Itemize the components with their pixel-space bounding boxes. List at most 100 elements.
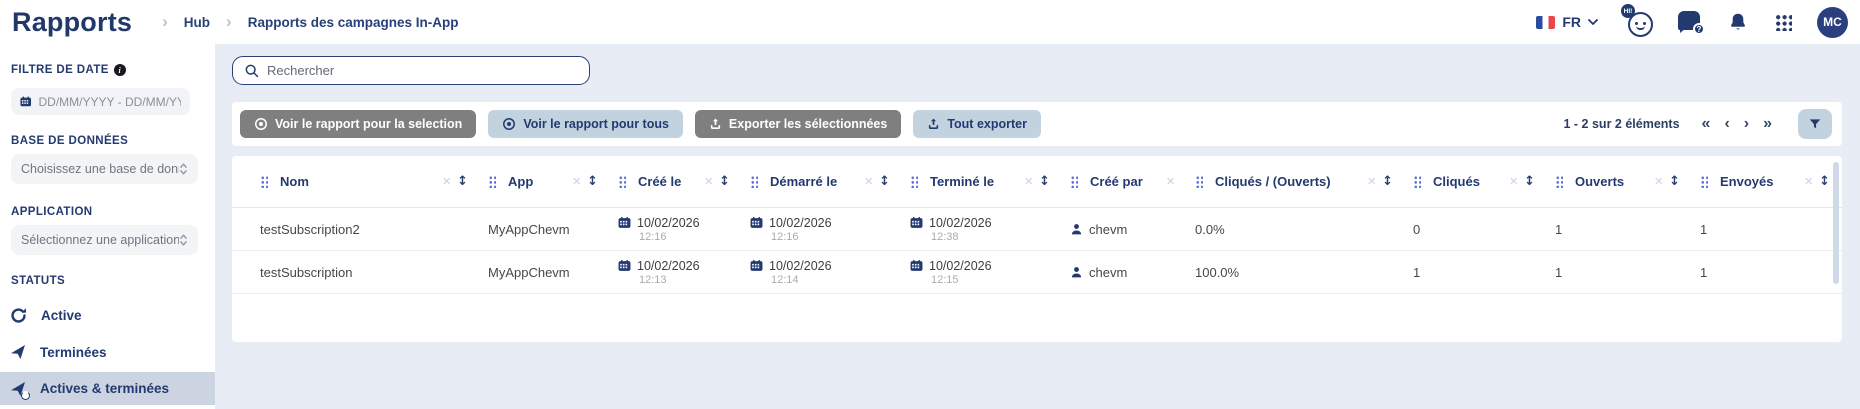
breadcrumb-separator: › bbox=[162, 12, 168, 31]
database-label-text: BASE DE DONNÉES bbox=[11, 135, 129, 147]
drag-handle-icon[interactable] bbox=[1555, 175, 1563, 188]
time-value: 12:13 bbox=[639, 273, 667, 286]
remove-column-icon[interactable]: × bbox=[1024, 173, 1034, 190]
column-header-envoyes[interactable]: Envoyés × ↕ bbox=[1692, 174, 1842, 189]
cell-ouverts: 1 bbox=[1555, 264, 1563, 280]
sort-icon[interactable]: ↕ bbox=[879, 174, 890, 189]
table-row[interactable]: testSubscription MyAppChevm 10/02/2026 1… bbox=[232, 251, 1842, 294]
column-label: Nom bbox=[280, 174, 309, 189]
bell-icon[interactable] bbox=[1727, 11, 1749, 34]
status-label-text: STATUTS bbox=[11, 275, 66, 287]
column-header-cliques[interactable]: Cliqués × ↕ bbox=[1405, 174, 1547, 189]
sidebar-item-terminees[interactable]: Terminées bbox=[0, 334, 215, 370]
page-title: Rapports bbox=[12, 6, 133, 37]
calendar-icon bbox=[618, 259, 631, 271]
avatar[interactable]: MC bbox=[1817, 6, 1848, 38]
database-label: BASE DE DONNÉES bbox=[11, 135, 128, 147]
column-header-cliques-ouverts[interactable]: Cliqués / (Ouverts) × ↕ bbox=[1187, 174, 1405, 189]
date-range-input[interactable] bbox=[38, 94, 181, 109]
sidebar-item-actives-et-terminees[interactable]: Actives & terminées bbox=[0, 372, 215, 405]
view-report-all-button[interactable]: Voir le rapport pour tous bbox=[488, 110, 683, 138]
application-select[interactable]: Sélectionnez une application bbox=[11, 225, 198, 255]
calendar-icon bbox=[20, 96, 32, 107]
remove-column-icon[interactable]: × bbox=[572, 173, 582, 190]
column-header-cree-par[interactable]: Créé par × bbox=[1062, 174, 1187, 189]
first-page-button[interactable]: « bbox=[1701, 115, 1711, 132]
calendar-icon bbox=[750, 216, 763, 228]
eye-icon bbox=[254, 117, 268, 131]
sort-icon[interactable]: ↕ bbox=[1669, 174, 1680, 189]
column-header-termine-le[interactable]: Terminé le × ↕ bbox=[902, 174, 1062, 189]
application-select-value: Sélectionnez une application bbox=[21, 233, 179, 247]
remove-column-icon[interactable]: × bbox=[1804, 173, 1814, 190]
last-page-button[interactable]: » bbox=[1763, 115, 1772, 132]
drag-handle-icon[interactable] bbox=[488, 175, 496, 188]
search-input[interactable] bbox=[267, 63, 578, 78]
pagination: 1 - 2 sur 2 éléments « ‹ › » bbox=[1564, 109, 1832, 139]
sort-icon[interactable]: ↕ bbox=[1524, 174, 1535, 189]
previous-page-button[interactable]: ‹ bbox=[1724, 115, 1730, 132]
drag-handle-icon[interactable] bbox=[750, 175, 758, 188]
drag-handle-icon[interactable] bbox=[1195, 175, 1203, 188]
campaigns-table: Nom × ↕ App × ↕ Créé le × ↕ Démarré le ×… bbox=[232, 156, 1842, 342]
remove-column-icon[interactable]: × bbox=[1166, 173, 1175, 190]
remove-column-icon[interactable]: × bbox=[1509, 173, 1519, 190]
remove-column-icon[interactable]: × bbox=[442, 173, 452, 190]
time-value: 12:16 bbox=[639, 230, 667, 243]
calendar-icon bbox=[910, 259, 923, 271]
drag-handle-icon[interactable] bbox=[1070, 175, 1078, 188]
column-header-cree-le[interactable]: Créé le × ↕ bbox=[610, 174, 742, 189]
help-chat-icon[interactable]: ? bbox=[1678, 11, 1705, 35]
send-icon bbox=[11, 345, 25, 359]
next-page-button[interactable]: › bbox=[1743, 115, 1750, 132]
sort-icon[interactable]: ↕ bbox=[1819, 174, 1830, 189]
table-header-row: Nom × ↕ App × ↕ Créé le × ↕ Démarré le ×… bbox=[232, 156, 1842, 208]
export-selected-button[interactable]: Exporter les sélectionnées bbox=[694, 110, 902, 138]
date-value: 10/02/2026 bbox=[637, 258, 700, 273]
column-header-app[interactable]: App × ↕ bbox=[480, 174, 610, 189]
cell-cree-par: chevm bbox=[1062, 222, 1187, 237]
language-selector[interactable]: FR bbox=[1536, 14, 1598, 30]
filter-funnel-icon bbox=[1809, 119, 1821, 129]
drag-handle-icon[interactable] bbox=[1700, 175, 1708, 188]
cell-termine-le: 10/02/2026 12:15 bbox=[902, 259, 1062, 286]
column-header-demarre-le[interactable]: Démarré le × ↕ bbox=[742, 174, 902, 189]
remove-column-icon[interactable]: × bbox=[1654, 173, 1664, 190]
sort-icon[interactable]: ↕ bbox=[719, 174, 730, 189]
view-report-selection-button[interactable]: Voir le rapport pour la selection bbox=[240, 110, 477, 138]
column-header-ouverts[interactable]: Ouverts × ↕ bbox=[1547, 174, 1692, 189]
chatbot-assistant-icon[interactable]: HI! bbox=[1621, 4, 1653, 37]
remove-column-icon[interactable]: × bbox=[864, 173, 874, 190]
cell-cliques-ouverts: 0.0% bbox=[1195, 221, 1225, 237]
filter-button[interactable] bbox=[1798, 109, 1832, 139]
export-all-button[interactable]: Tout exporter bbox=[913, 110, 1041, 138]
sort-icon[interactable]: ↕ bbox=[457, 174, 468, 189]
info-icon[interactable]: i bbox=[113, 64, 126, 76]
date-range-field[interactable] bbox=[11, 88, 190, 115]
database-select[interactable]: Choisissez une base de donné bbox=[11, 154, 198, 184]
apps-grid-icon[interactable] bbox=[1774, 13, 1792, 31]
sort-icon[interactable]: ↕ bbox=[1382, 174, 1393, 189]
column-header-nom[interactable]: Nom × ↕ bbox=[252, 174, 480, 189]
drag-handle-icon[interactable] bbox=[1413, 175, 1421, 188]
sort-icon[interactable]: ↕ bbox=[587, 174, 598, 189]
drag-handle-icon[interactable] bbox=[910, 175, 918, 188]
sidebar-item-active[interactable]: Active bbox=[0, 297, 215, 333]
sort-icon[interactable]: ↕ bbox=[1039, 174, 1050, 189]
breadcrumb-current[interactable]: Rapports des campagnes In-App bbox=[247, 14, 459, 30]
french-flag-icon bbox=[1536, 15, 1556, 29]
status-item-label: Terminées bbox=[40, 344, 107, 360]
remove-column-icon[interactable]: × bbox=[1367, 173, 1377, 190]
date-value: 10/02/2026 bbox=[769, 215, 832, 230]
cell-termine-le: 10/02/2026 12:38 bbox=[902, 216, 1062, 243]
table-row[interactable]: testSubscription2 MyAppChevm 10/02/2026 … bbox=[232, 208, 1842, 251]
robot-face-icon bbox=[1628, 12, 1653, 37]
remove-column-icon[interactable]: × bbox=[704, 173, 714, 190]
application-label: APPLICATION bbox=[11, 206, 93, 218]
table-scrollbar[interactable] bbox=[1833, 162, 1839, 284]
drag-handle-icon[interactable] bbox=[618, 175, 626, 188]
drag-handle-icon[interactable] bbox=[260, 175, 268, 188]
breadcrumb-hub[interactable]: Hub bbox=[183, 14, 211, 30]
eye-icon bbox=[503, 117, 516, 131]
sidebar: FILTRE DE DATE i BASE DE DONNÉES Choisis… bbox=[0, 44, 215, 409]
